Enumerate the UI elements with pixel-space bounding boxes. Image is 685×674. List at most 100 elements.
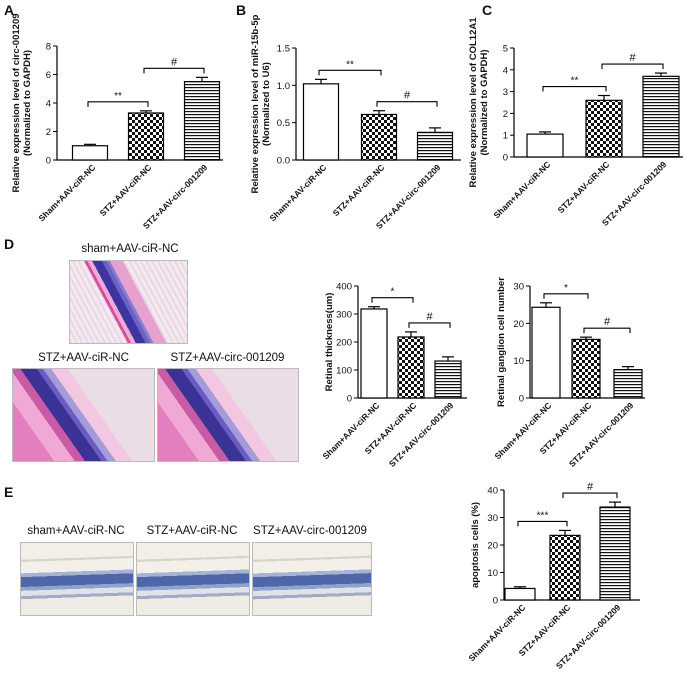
y-tick-label: 8 (46, 42, 51, 53)
y-tick-label: 0 (46, 156, 51, 167)
y-tick-label: 4 (503, 65, 508, 76)
y-tick-label: 20 (487, 541, 498, 552)
y-tick-label: 1.0 (277, 81, 290, 92)
significance-label: # (171, 56, 178, 68)
y-tick-label: 0 (503, 153, 508, 164)
y-tick-label: 1.5 (277, 44, 290, 55)
significance-bracket (517, 520, 568, 527)
y-tick-label: 2 (503, 109, 508, 120)
category-label: STZ+AAV-circ-001209 (374, 162, 443, 231)
bar (360, 308, 388, 399)
y-axis-label: apoptosis cells (%) (470, 502, 481, 588)
significance-label: ** (346, 59, 354, 70)
y-axis-label: (Normalized to GAPDH) (479, 49, 490, 155)
bar (531, 306, 561, 399)
y-tick-label: 30 (487, 513, 498, 524)
bar (183, 81, 221, 161)
y-tick-label: 2 (46, 127, 51, 138)
category-label: Sham+AAV-ciR-NC (268, 162, 329, 223)
significance-label: * (391, 287, 395, 298)
bar (549, 534, 581, 601)
bar (302, 83, 340, 161)
micrograph-label-d-sham: sham+AAV-ciR-NC (81, 243, 179, 255)
panel-letter-c: C (482, 2, 493, 18)
y-tick-label: 0 (519, 394, 524, 405)
bar (599, 506, 631, 601)
micrograph-label-d-stz-nc: STZ+AAV-ciR-NC (38, 352, 129, 364)
significance-label: ** (571, 76, 579, 87)
significance-bracket (601, 63, 664, 70)
significance-label: # (629, 52, 636, 64)
category-label: STZ+AAV-ciR-NC (556, 159, 612, 215)
y-tick-label: 20 (513, 319, 524, 330)
micrograph-label-d-stz-circ: STZ+AAV-circ-001209 (170, 352, 285, 364)
bar (571, 338, 601, 399)
ihc-micrograph-sham (20, 542, 134, 616)
y-tick-label: 0 (347, 394, 352, 405)
category-label: STZ+AAV-ciR-NC (98, 162, 154, 218)
bar (526, 133, 564, 158)
bar (585, 99, 623, 158)
panel-letter-d: D (4, 236, 15, 252)
significance-label: # (426, 311, 433, 323)
y-axis-label: Retinal ganglion cell number (496, 277, 507, 407)
y-tick-label: 200 (336, 338, 352, 349)
micrograph-label-e-stz-nc: STZ+AAV-ciR-NC (146, 525, 238, 537)
micrograph-label-e-sham: sham+AAV-ciR-NC (27, 525, 125, 537)
y-tick-label: 400 (336, 282, 352, 293)
y-tick-label: 5 (503, 44, 508, 55)
y-tick-label: 3 (503, 87, 508, 98)
y-axis-label: Relative expression level of circ-001209 (11, 13, 22, 192)
chart-b: 0.0 0.5 1.0 1.5 Relative expression level of… (250, 14, 461, 231)
ihc-micrograph-stz-nc (136, 542, 250, 616)
significance-bracket (371, 297, 414, 303)
category-label: STZ+AAV-ciR-NC (331, 162, 387, 218)
he-micrograph-stz-circ (157, 368, 299, 462)
significance-label: ** (114, 91, 122, 102)
significance-label: # (604, 316, 611, 328)
y-tick-label: 100 (336, 366, 352, 377)
category-label: STZ+AAV-circ-001209 (600, 159, 669, 228)
bar (71, 145, 109, 161)
significance-label: *** (537, 510, 549, 521)
y-tick-label: 300 (336, 310, 352, 321)
panel-letter-e: E (4, 484, 14, 500)
significance-label: * (564, 283, 568, 294)
category-label: Sham+AAV-ciR-NC (492, 159, 553, 220)
y-tick-label: 0.0 (277, 156, 290, 167)
category-label: STZ+AAV-circ-001209 (141, 162, 210, 231)
y-tick-label: 40 (487, 486, 498, 497)
y-tick-label: 6 (46, 70, 51, 81)
y-tick-label: 10 (487, 568, 498, 579)
bar (416, 131, 454, 161)
y-axis-label: Relative expression level of miR-15b-5p (250, 14, 261, 193)
y-tick-label: 10 (513, 356, 524, 367)
bar (360, 113, 398, 161)
significance-bracket (543, 293, 589, 299)
y-tick-label: 30 (513, 282, 524, 293)
y-tick-label: 4 (46, 99, 51, 110)
significance-bracket (562, 492, 618, 499)
chart-a: 0 2 4 6 8 Relative expression level of circ-0… (11, 13, 223, 231)
y-tick-label: 0.5 (277, 118, 290, 129)
bar (642, 75, 680, 158)
category-label: STZ+AAV-circ-001209 (387, 400, 456, 469)
y-axis-label: (Normalized to U6) (261, 62, 272, 146)
significance-bracket (87, 101, 149, 107)
bar (127, 112, 165, 161)
chart-c: 0 1 2 3 4 5 Relative expression level of COL12… (468, 17, 683, 228)
significance-bracket (318, 69, 382, 76)
y-tick-label: 0 (493, 596, 498, 607)
significance-bracket (583, 327, 631, 334)
y-axis-label: Retinal thickness(um) (324, 293, 335, 392)
micrograph-label-e-stz-circ: STZ+AAV-circ-001209 (253, 525, 367, 537)
he-micrograph-stz-nc (12, 368, 155, 462)
y-axis-label: Relative expression level of COL12A1 (468, 17, 479, 188)
he-micrograph-sham (69, 260, 188, 344)
significance-bracket (376, 101, 438, 107)
significance-label: # (587, 481, 594, 493)
